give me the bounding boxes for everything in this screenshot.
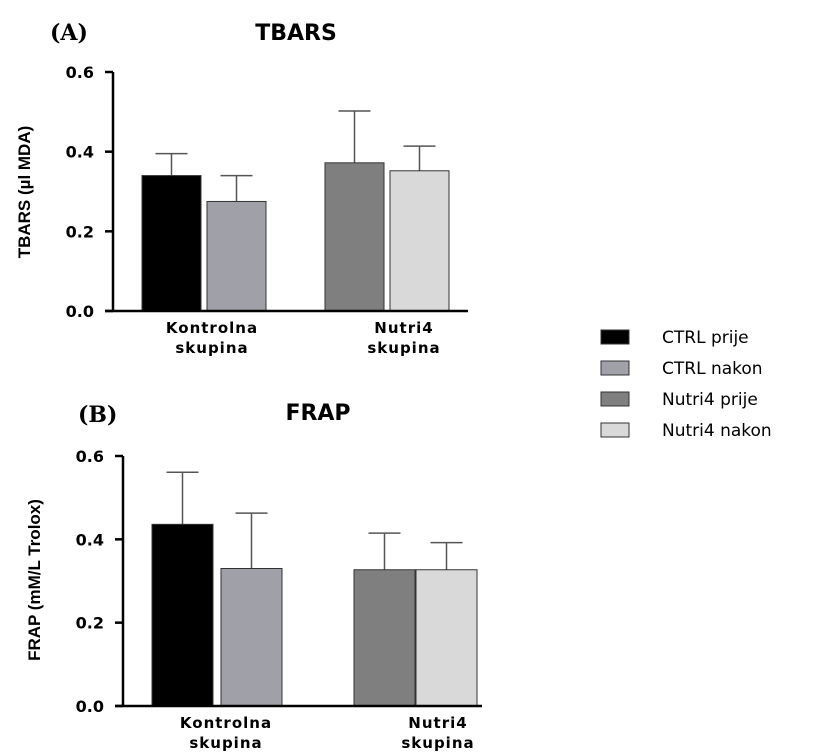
- bar-nutri4-prije: [324, 162, 385, 312]
- chart-b: 0.0 0.2 0.4 0.6 Kontrolna skupina Nutri4 skupin…: [76, 447, 482, 752]
- error-bar: [220, 174, 253, 202]
- bar-ctrl-nakon: [206, 200, 267, 312]
- x-category-label: skupina: [175, 339, 248, 357]
- legend-swatch: [600, 360, 630, 376]
- legend-swatch: [600, 422, 630, 438]
- x-category-label: Nutri4: [374, 319, 433, 337]
- error-bar: [235, 512, 268, 569]
- panel-label-b: (B): [78, 402, 117, 428]
- error-bar: [166, 471, 199, 525]
- bar-nutri4-nakon: [415, 569, 478, 707]
- x-category-label: skupina: [367, 339, 440, 357]
- x-category-label: skupina: [401, 734, 474, 752]
- error-bar: [338, 110, 371, 163]
- y-tick-label: 0.4: [76, 530, 104, 549]
- y-tick-label: 0.6: [66, 63, 94, 82]
- chart-title-b: FRAP: [285, 401, 350, 426]
- y-axis-title-b: FRAP (mM/L Trolox): [25, 499, 44, 661]
- legend-swatch: [600, 391, 630, 407]
- chart-title-a: TBARS: [255, 21, 337, 46]
- x-category-label: Kontrolna: [166, 319, 258, 337]
- error-bar: [430, 541, 463, 570]
- panel-label-a: (A): [50, 20, 88, 46]
- y-tick-label: 0.0: [66, 302, 94, 321]
- bar-ctrl-prije: [151, 523, 214, 707]
- y-tick-label: 0.6: [76, 447, 104, 466]
- x-category-label: Nutri4: [408, 714, 467, 732]
- bar-ctrl-prije: [141, 175, 202, 312]
- y-tick-label: 0.2: [66, 222, 94, 241]
- bar-nutri4-nakon: [389, 170, 450, 312]
- bar-ctrl-nakon: [220, 568, 283, 707]
- y-axis-title-a: TBARS (µl MDA): [15, 126, 34, 259]
- error-bar: [403, 145, 436, 171]
- x-category-label: Kontrolna: [180, 714, 272, 732]
- y-tick-label: 0.0: [76, 697, 104, 716]
- legend-label: Nutri4 prije: [662, 390, 758, 410]
- x-category-label: skupina: [189, 734, 262, 752]
- legend-label: CTRL prije: [662, 328, 749, 348]
- legend-label: Nutri4 nakon: [662, 421, 772, 441]
- legend: CTRL prije CTRL nakon Nutri4 prije Nutri4 n…: [600, 328, 772, 441]
- legend-label: CTRL nakon: [662, 359, 763, 379]
- chart-a: 0.0 0.2 0.4 0.6 Kontrolna skupina Nutri4 skupin…: [66, 63, 468, 357]
- legend-swatch: [600, 329, 630, 345]
- y-tick-label: 0.2: [76, 614, 104, 633]
- error-bar: [155, 152, 188, 176]
- bar-nutri4-prije: [353, 569, 416, 707]
- error-bar: [368, 532, 401, 570]
- y-tick-label: 0.4: [66, 143, 94, 162]
